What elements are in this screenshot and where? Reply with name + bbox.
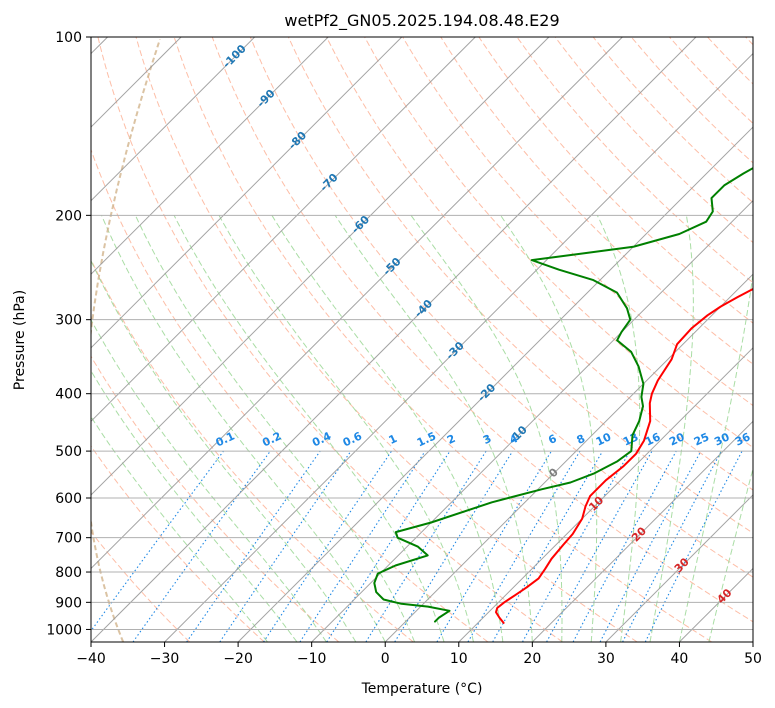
mixing-ratio-line [546, 450, 653, 642]
moist-adiabat [596, 215, 641, 642]
moist-adiabat [649, 215, 694, 642]
moist-adiabat [91, 369, 298, 642]
background-lines [91, 37, 753, 642]
moist-adiabat [173, 215, 445, 642]
dry-adiabat [135, 37, 638, 642]
y-tick-label: 600 [55, 491, 82, 507]
moist-adiabat [91, 259, 357, 642]
mixing-ratio-line [572, 450, 677, 642]
plot-background [91, 37, 753, 642]
moist-adiabat [410, 215, 563, 642]
isotherm-line [237, 126, 753, 642]
moist-adiabat [91, 318, 327, 642]
x-tick-label: 20 [523, 651, 541, 667]
x-tick-label: −20 [223, 651, 253, 667]
dry-adiabat [211, 37, 753, 623]
chart-title: wetPf2_GN05.2025.194.08.48.E29 [284, 11, 559, 31]
isotherm-line [311, 199, 753, 642]
x-axis-title: Temperature (°C) [361, 681, 483, 697]
dry-adiabat [402, 37, 753, 407]
dry-adiabat [326, 37, 753, 491]
mixing-ratio-label: 20 [667, 430, 687, 448]
isotherm-line [91, 37, 476, 423]
isotherm-line [605, 494, 753, 642]
mixing-ratio-line [326, 450, 451, 642]
isotherm-line [164, 52, 753, 642]
x-tick-label: −40 [76, 651, 106, 667]
dry-adiabat [97, 37, 563, 642]
mixing-ratio-label: 25 [692, 430, 711, 448]
isotherm-line [458, 347, 753, 642]
mixing-ratio-line [394, 450, 514, 642]
mixing-ratio-label: 10 [594, 430, 614, 448]
moist-adiabat [334, 215, 533, 642]
y-tick-label: 100 [55, 30, 82, 46]
y-tick-label: 700 [55, 531, 82, 547]
dry-adiabat [91, 258, 414, 642]
moist-adiabat [500, 215, 598, 642]
y-tick-label: 800 [55, 565, 82, 581]
dry-adiabat [440, 37, 753, 365]
isotherm-line [91, 37, 623, 570]
axis-ticks: −40 −30 −20 −10 0 10 20 30 40 50 100 200 300 400 500 60… [46, 30, 762, 667]
y-tick-label: 1000 [46, 622, 82, 638]
x-tick-label: 40 [671, 651, 689, 667]
mixing-ratio-line [644, 450, 743, 642]
mixing-ratio-line [299, 450, 426, 642]
mixing-ratio-line [186, 450, 321, 642]
dry-adiabat [287, 37, 753, 534]
isotherm-line [91, 37, 403, 349]
y-tick-label: 300 [55, 313, 82, 329]
x-tick-label: −10 [297, 651, 327, 667]
mixing-ratio-line [219, 450, 352, 642]
mixing-ratio-line [91, 450, 224, 632]
x-tick-label: −30 [150, 651, 180, 667]
extra-curve [91, 38, 161, 642]
moist-adiabat [271, 215, 504, 642]
dry-adiabat [592, 37, 753, 204]
dewpoint-line [373, 166, 753, 623]
y-tick-label: 500 [55, 444, 82, 460]
moist-adiabat [708, 467, 753, 642]
dry-adiabat [364, 37, 753, 449]
isotherm-line [91, 37, 329, 275]
temperature-line [495, 287, 753, 624]
mixing-ratio-line [522, 450, 631, 642]
moist-adiabat [134, 215, 416, 642]
profile-series [373, 166, 753, 624]
moist-adiabat [218, 215, 474, 642]
y-axis-title: Pressure (hPa) [12, 290, 28, 390]
dry-adiabat [554, 37, 753, 244]
isotherm-line [91, 37, 697, 642]
isotherm-line [91, 37, 550, 496]
mixing-ratio-line [132, 450, 271, 642]
mixing-ratio-label: 30 [712, 430, 732, 448]
isotherm-line [531, 420, 753, 642]
plot-frame [90, 36, 754, 643]
x-tick-label: 50 [744, 651, 762, 667]
moist-adiabat [678, 270, 753, 642]
dry-adiabat [249, 37, 753, 578]
isotherm-line [384, 273, 753, 642]
x-tick-label: 30 [597, 651, 615, 667]
isotherm-line [91, 37, 256, 202]
mixing-ratio-label: 13 [621, 430, 640, 448]
dry-adiabat [91, 530, 191, 642]
mixing-ratio-line [263, 450, 392, 642]
x-tick-label: 0 [381, 651, 390, 667]
dry-adiabat [91, 355, 340, 642]
y-tick-label: 400 [55, 387, 82, 403]
x-tick-label: 10 [450, 651, 468, 667]
mixing-ratio-label: 16 [643, 430, 663, 448]
y-tick-label: 900 [55, 595, 82, 611]
mixing-ratio-label: 36 [733, 430, 753, 448]
pressure-grid [91, 37, 753, 630]
y-tick-label: 200 [55, 208, 82, 224]
